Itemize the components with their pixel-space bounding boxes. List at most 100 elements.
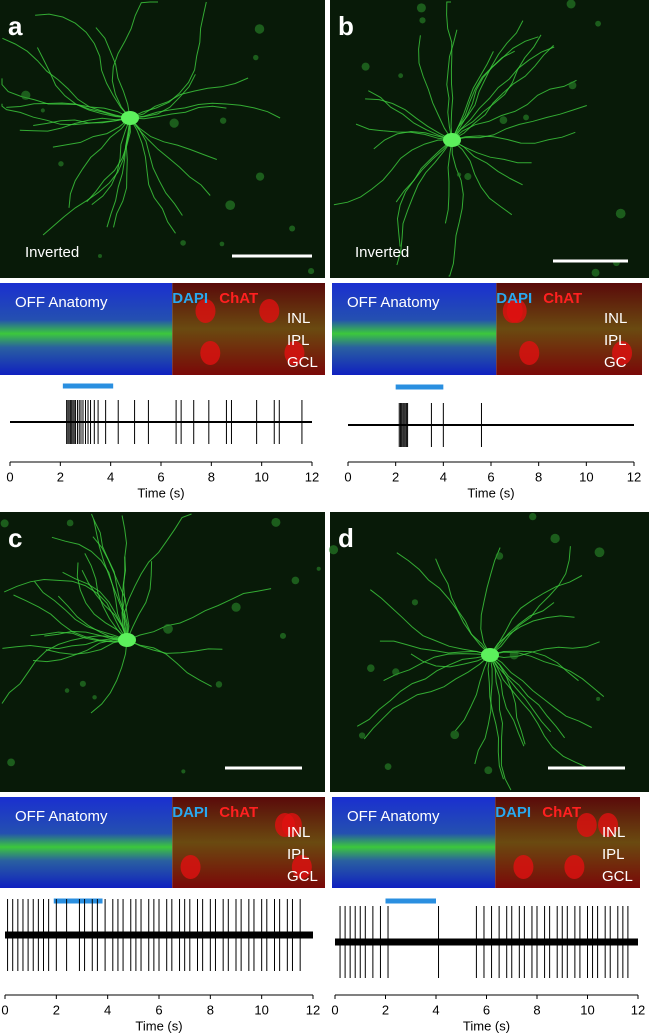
soma	[481, 648, 499, 662]
caption: Inverted	[355, 244, 409, 261]
cell-body	[219, 241, 225, 247]
cell-body	[40, 108, 45, 113]
dendrite	[92, 536, 130, 641]
dendrite	[379, 640, 491, 656]
cell-body	[596, 696, 601, 701]
cell-body	[450, 730, 460, 740]
stain-label: DAPI	[172, 804, 208, 821]
cell-body	[358, 732, 366, 739]
caption: Inverted	[25, 244, 79, 261]
dendrite	[129, 117, 217, 160]
dendrite	[333, 139, 453, 206]
x-tick-label: 6	[155, 1002, 162, 1017]
chat-blob	[513, 855, 534, 879]
dendrite	[444, 139, 453, 224]
dendrite	[129, 117, 183, 216]
dendrite	[126, 588, 272, 641]
dendrite	[45, 639, 128, 655]
dendrite	[489, 654, 526, 745]
dendrite	[373, 130, 453, 150]
cell-body	[0, 519, 9, 528]
cell-body	[79, 680, 86, 687]
dendrite	[33, 639, 127, 663]
cell-body	[291, 576, 300, 585]
stain-label: ChAT	[219, 290, 258, 307]
dendrite	[34, 581, 128, 641]
chat-blob	[576, 813, 597, 837]
cell-body	[254, 24, 265, 34]
layer-label: IPL	[602, 846, 625, 863]
anatomy-off	[332, 283, 497, 375]
dendrite	[489, 602, 555, 656]
dendrite	[363, 654, 491, 740]
cell-body	[7, 758, 15, 767]
dendrite	[418, 35, 453, 141]
dendrite	[2, 638, 128, 650]
chat-blob	[281, 813, 302, 837]
panel-letter: b	[338, 11, 354, 41]
dendrite	[489, 654, 565, 739]
cell-body	[464, 173, 472, 181]
dendrite	[129, 117, 211, 196]
stain-label: DAPI	[496, 290, 532, 307]
cell-body	[163, 623, 173, 634]
dendrite	[44, 630, 128, 641]
dendrite	[57, 595, 128, 641]
anatomy-off	[0, 797, 173, 888]
layer-label: INL	[602, 824, 625, 841]
dendrite	[111, 1, 158, 119]
dendrite	[395, 139, 453, 203]
dendrite	[93, 519, 128, 641]
dendrite	[368, 90, 453, 141]
cell-body	[568, 81, 577, 90]
x-tick-label: 10	[579, 469, 593, 484]
layer-label: GCL	[602, 868, 633, 885]
x-tick-label: 0	[331, 1002, 338, 1017]
x-tick-label: 12	[306, 1002, 320, 1017]
dendrite	[451, 79, 577, 141]
dendrite	[129, 102, 281, 119]
dendrite	[451, 34, 542, 141]
stain-label: DAPI	[172, 290, 208, 307]
dendrite	[487, 654, 504, 780]
cell-body	[92, 695, 97, 700]
soma	[443, 133, 461, 147]
x-tick-label: 2	[53, 1002, 60, 1017]
layer-label: IPL	[604, 332, 627, 349]
x-tick-label: 6	[487, 469, 494, 484]
cell-body	[384, 763, 392, 770]
x-tick-label: 12	[305, 469, 319, 484]
x-axis-label: Time (s)	[137, 485, 184, 500]
micrograph	[330, 0, 649, 278]
dendrite	[451, 50, 515, 141]
cell-body	[615, 208, 626, 219]
baseline	[10, 421, 312, 423]
x-tick-label: 8	[535, 469, 542, 484]
panel-letter: d	[338, 523, 354, 553]
layer-label: IPL	[287, 846, 310, 863]
dendrite	[410, 653, 491, 668]
cell-body	[594, 547, 605, 558]
cell-body	[416, 3, 426, 13]
stain-label: ChAT	[219, 804, 258, 821]
dendrite	[480, 547, 501, 656]
cell-body	[361, 62, 370, 71]
dendrite	[489, 654, 589, 769]
panel-letter: a	[8, 11, 23, 41]
dendrite	[451, 131, 576, 144]
dendrite	[451, 46, 555, 141]
cell-body	[253, 54, 259, 61]
dendrite	[90, 639, 128, 714]
cell-body	[456, 172, 462, 177]
cell-body	[255, 172, 265, 181]
dendrite	[489, 575, 583, 656]
dendrite	[451, 20, 524, 141]
x-tick-label: 0	[1, 1002, 8, 1017]
dendrite	[369, 589, 491, 656]
dendrite	[489, 654, 512, 791]
chat-blob	[598, 813, 619, 837]
chat-blob	[180, 855, 201, 879]
layer-label: INL	[287, 310, 310, 327]
dendrite	[126, 561, 153, 641]
x-tick-label: 6	[157, 469, 164, 484]
